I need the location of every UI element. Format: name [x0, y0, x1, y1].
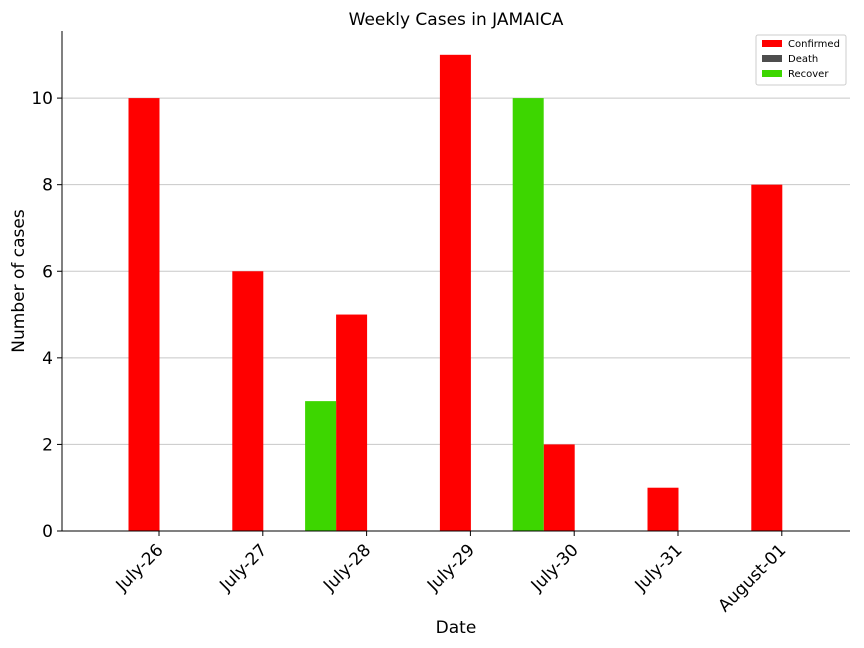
legend-swatch	[762, 70, 782, 77]
bar-confirmed	[647, 487, 679, 531]
chart-title: Weekly Cases in JAMAICA	[349, 10, 564, 30]
x-tick-label: July-31	[631, 540, 687, 596]
y-axis-label: Number of cases	[9, 209, 29, 353]
y-tick-label: 0	[42, 522, 53, 542]
y-tick-label: 10	[31, 89, 53, 109]
axes	[61, 31, 850, 532]
legend-label: Recover	[788, 69, 829, 80]
bar-confirmed	[128, 98, 160, 532]
x-tick-label: July-27	[215, 540, 271, 596]
legend-label: Confirmed	[788, 39, 840, 50]
bar-confirmed	[751, 184, 783, 531]
x-ticks: July-26 July-27 July-28 July-29 July-30 July-…	[112, 531, 790, 616]
legend-swatch	[762, 40, 782, 47]
x-tick-label: July-26	[112, 540, 168, 596]
bar-confirmed	[232, 271, 264, 531]
y-tick-label: 2	[42, 435, 53, 455]
bar-recover	[512, 98, 544, 532]
y-tick-label: 6	[42, 262, 53, 282]
x-tick-label: July-30	[527, 540, 583, 596]
legend-label: Death	[788, 54, 818, 65]
x-tick-label: August-01	[714, 540, 790, 616]
bar-confirmed	[439, 54, 471, 532]
x-tick-label: July-28	[319, 540, 375, 596]
bar-confirmed	[543, 444, 575, 531]
bar-confirmed	[336, 314, 368, 531]
legend-swatch	[762, 55, 782, 62]
bars	[128, 54, 783, 532]
y-ticks: 0 2 4 6 8 10	[31, 89, 62, 542]
x-axis-label: Date	[436, 618, 477, 638]
legend: Confirmed Death Recover	[755, 34, 847, 86]
x-tick-label: July-29	[423, 540, 479, 596]
bar-recover	[305, 401, 337, 531]
y-tick-label: 8	[42, 176, 53, 196]
y-tick-label: 4	[42, 349, 53, 369]
